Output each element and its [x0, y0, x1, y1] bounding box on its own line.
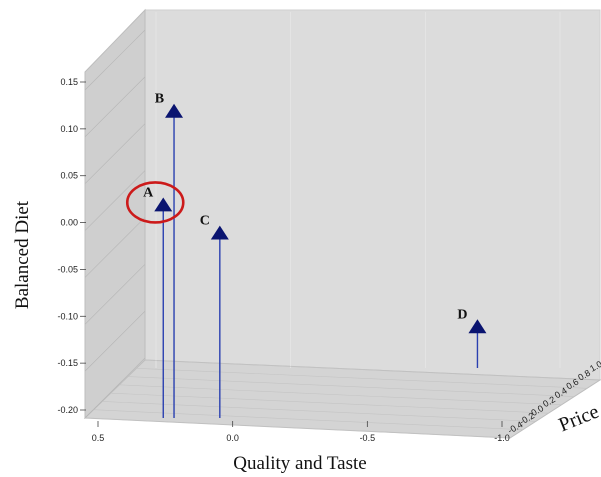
x-tick-label: -0.5	[360, 433, 376, 443]
grid-line	[84, 357, 146, 419]
markers: A B C D	[125, 92, 487, 334]
y-axis-ticks: 0.15 0.10 0.05 0.00 -0.05 -0.10 -0.15 -0.20	[57, 77, 86, 415]
grid-line	[84, 29, 146, 91]
grid-lines	[84, 12, 601, 439]
y-tick-label: -0.05	[57, 264, 78, 274]
marker-b	[165, 103, 184, 118]
x-axis-title: Quality and Taste	[233, 453, 366, 474]
grid-line	[84, 417, 511, 439]
point-label-a: A	[143, 185, 154, 200]
y-tick-label: 0.05	[60, 171, 78, 181]
y-tick-label: 0.10	[60, 124, 78, 134]
point-label-b: B	[155, 92, 164, 107]
grid-line	[127, 376, 575, 397]
point-label-c: C	[200, 214, 210, 229]
grid-line	[84, 217, 146, 278]
left-wall	[84, 8, 146, 420]
marker-a	[154, 197, 173, 212]
stems	[162, 112, 479, 418]
grid-line	[84, 170, 146, 231]
y-tick-label: 0.00	[60, 218, 78, 228]
x-tick-label: 0.0	[226, 433, 239, 443]
z-tick-label: 1.0	[588, 359, 601, 374]
grid-line	[84, 76, 146, 138]
grid-line	[144, 359, 601, 381]
grid-line	[84, 310, 146, 372]
highlight-circle	[125, 181, 185, 224]
grid-line	[110, 392, 549, 414]
z-axis-title: Price	[556, 400, 601, 436]
y-tick-label: -0.20	[57, 405, 78, 415]
point-label-d: D	[457, 307, 467, 322]
marker-d	[468, 319, 487, 334]
grid-line	[84, 264, 146, 325]
grid-line	[119, 384, 562, 406]
back-wall	[144, 9, 601, 381]
y-tick-label: -0.15	[57, 358, 78, 368]
y-tick-label: -0.10	[57, 311, 78, 321]
grid-line	[136, 367, 588, 389]
grid-line	[93, 409, 523, 431]
y-tick-label: 0.15	[60, 77, 78, 87]
grid-line	[84, 123, 146, 184]
marker-c	[210, 225, 229, 240]
x-tick-label: 0.5	[92, 433, 105, 443]
x-axis-ticks: 0.5 0.0 -0.5 -1.0	[92, 421, 510, 443]
y-axis-title: Balanced Diet	[12, 200, 33, 309]
x-tick-label: -1.0	[494, 433, 510, 443]
